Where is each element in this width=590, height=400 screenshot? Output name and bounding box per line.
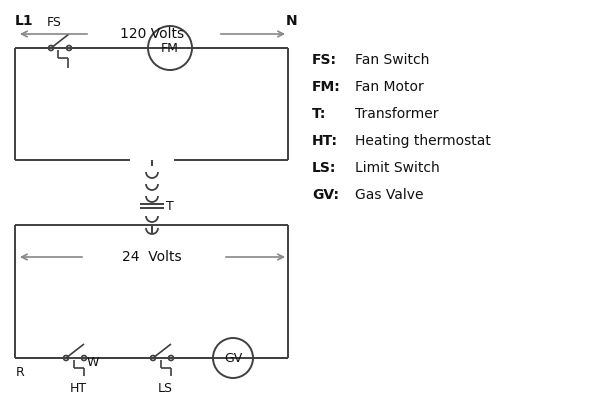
Text: 24  Volts: 24 Volts [122, 250, 182, 264]
Text: Fan Switch: Fan Switch [355, 53, 430, 67]
Text: N: N [286, 14, 297, 28]
Text: LS:: LS: [312, 161, 336, 175]
Text: FM: FM [161, 42, 179, 54]
Text: R: R [15, 366, 24, 378]
Text: T:: T: [312, 107, 326, 121]
Text: FS:: FS: [312, 53, 337, 67]
Text: HT:: HT: [312, 134, 338, 148]
Text: FS: FS [47, 16, 61, 30]
Text: T: T [166, 200, 173, 212]
Text: 120 Volts: 120 Volts [120, 27, 184, 41]
Text: Fan Motor: Fan Motor [355, 80, 424, 94]
Text: L1: L1 [15, 14, 34, 28]
Text: GV: GV [224, 352, 242, 364]
Text: FM:: FM: [312, 80, 341, 94]
Text: HT: HT [70, 382, 87, 394]
Text: W: W [87, 356, 99, 370]
Text: Heating thermostat: Heating thermostat [355, 134, 491, 148]
Text: LS: LS [158, 382, 172, 394]
Text: GV:: GV: [312, 188, 339, 202]
Text: Gas Valve: Gas Valve [355, 188, 424, 202]
Text: Transformer: Transformer [355, 107, 438, 121]
Text: Limit Switch: Limit Switch [355, 161, 440, 175]
